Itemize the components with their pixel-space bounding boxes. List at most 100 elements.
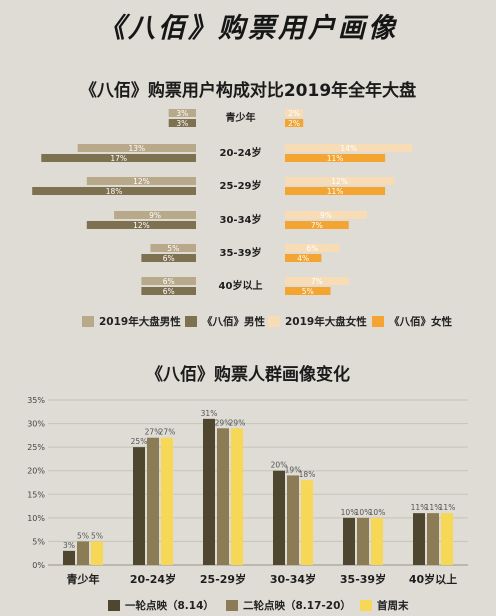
category-label: 35-39岁: [220, 246, 262, 259]
legend-swatch-male-2019: [82, 316, 94, 327]
legend-label: 2019年大盘男性: [99, 316, 181, 328]
bar: [413, 513, 425, 565]
bar: [441, 513, 453, 565]
bar-male: [41, 154, 196, 162]
bar-value-label: 31%: [201, 409, 218, 418]
chart2-legend-item-1: 一轮点映（8.14）: [108, 598, 214, 613]
page-title: 《八佰》购票用户画像: [98, 13, 398, 44]
bar: [357, 517, 369, 565]
bar-male: [141, 254, 196, 262]
bar-female: [285, 109, 304, 117]
y-tick-label: 5%: [32, 537, 45, 546]
bar-label: 18%: [106, 187, 123, 196]
category-label: 40岁以上: [219, 279, 263, 292]
bar-value-label: 25%: [131, 437, 148, 446]
bar-female: [285, 154, 386, 162]
legend-label: 2019年大盘女性: [285, 316, 367, 328]
bar-value-label: 10%: [355, 508, 372, 517]
bar-male: [86, 177, 196, 185]
bar-value-label: 11%: [411, 503, 428, 512]
x-tick-label: 青少年: [67, 572, 100, 586]
y-tick-label: 10%: [27, 514, 45, 523]
legend-swatch-wave1: [108, 600, 120, 611]
y-tick-label: 20%: [27, 467, 45, 476]
bar-female: [285, 277, 349, 285]
bar-value-label: 10%: [369, 508, 386, 517]
x-tick-label: 30-34岁: [270, 572, 316, 586]
bar-female: [285, 187, 386, 195]
bar: [427, 513, 439, 565]
y-tick-label: 30%: [27, 420, 45, 429]
bar-male: [114, 211, 196, 219]
bar-label: 12%: [133, 177, 150, 186]
bar-value-label: 3%: [63, 541, 75, 550]
bar-male: [32, 187, 197, 195]
bar-label: 6%: [163, 254, 175, 263]
bar-value-label: 18%: [299, 470, 316, 479]
bar-female: [285, 211, 367, 219]
bar-female: [285, 119, 304, 127]
y-tick-label: 25%: [27, 443, 45, 452]
bar: [287, 475, 299, 565]
category-label: 25-29岁: [220, 179, 262, 192]
bar: [343, 517, 355, 565]
bar-male: [77, 144, 196, 152]
bar-female: [285, 254, 322, 262]
bar-label: 12%: [133, 221, 150, 230]
bar-label: 5%: [167, 244, 179, 253]
chart1-legend-item-1: 2019年大盘男性: [82, 314, 181, 329]
chart1-title: 《八佰》购票用户构成对比2019年全年大盘: [79, 81, 417, 101]
bar: [203, 418, 215, 565]
bar-male: [86, 221, 196, 229]
bar-label: 13%: [129, 144, 146, 153]
bar-value-label: 10%: [341, 508, 358, 517]
bar-label: 14%: [340, 144, 357, 153]
bar-female: [285, 287, 331, 295]
category-label: 青少年: [226, 111, 256, 124]
chart2-legend-item-3: 首周末: [360, 598, 409, 613]
bar-female: [285, 144, 413, 152]
legend-swatch-female-2019: [268, 316, 280, 327]
legend-swatch-female-babai: [372, 316, 384, 327]
legend-label: 《八佰》女性: [389, 316, 452, 328]
legend-swatch-wave2: [226, 600, 238, 611]
bar-label: 2%: [288, 119, 300, 128]
legend-label: 《八佰》男性: [202, 316, 265, 328]
legend-swatch-first-week: [360, 600, 372, 611]
bar-label: 6%: [306, 244, 318, 253]
bar-label: 9%: [320, 211, 332, 220]
bar-label: 7%: [311, 221, 323, 230]
bar: [371, 517, 383, 565]
bar-value-label: 20%: [271, 461, 288, 470]
bar-label: 6%: [163, 277, 175, 286]
x-tick-label: 40岁以上: [409, 572, 457, 586]
bar-label: 3%: [176, 109, 188, 118]
bar-value-label: 27%: [145, 428, 162, 437]
legend-label: 二轮点映（8.17-20）: [243, 600, 351, 612]
bar-female: [285, 177, 395, 185]
bar: [77, 541, 89, 565]
bar: [161, 437, 173, 565]
legend-label: 一轮点映（8.14）: [125, 600, 214, 612]
bar-male: [168, 119, 196, 127]
category-label: 30-34岁: [220, 213, 262, 226]
category-label: 20-24岁: [220, 146, 262, 159]
bar-value-label: 29%: [229, 418, 246, 427]
bar-label: 12%: [331, 177, 348, 186]
bar-label: 11%: [327, 154, 344, 163]
x-tick-label: 35-39岁: [340, 572, 386, 586]
bar-label: 7%: [311, 277, 323, 286]
bar: [91, 541, 103, 565]
chart1-legend-item-3: 2019年大盘女性: [268, 314, 367, 329]
bar-male: [141, 287, 196, 295]
bar-female: [285, 244, 340, 252]
chart2-title: 《八佰》购票人群画像变化: [146, 365, 350, 385]
bar: [133, 447, 145, 565]
chart1-legend-item-2: 《八佰》男性: [185, 314, 265, 329]
bar-value-label: 11%: [425, 503, 442, 512]
x-tick-label: 25-29岁: [200, 572, 246, 586]
bar-male: [150, 244, 196, 252]
bar-female: [285, 221, 349, 229]
